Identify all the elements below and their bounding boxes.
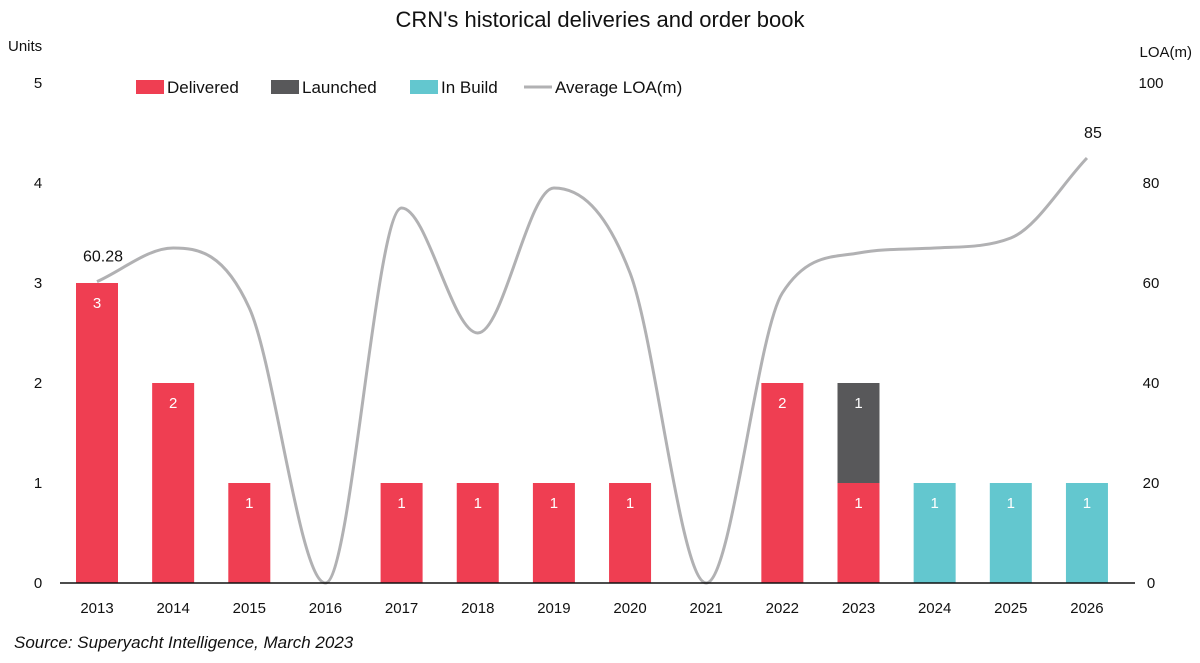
bars bbox=[76, 283, 1108, 583]
legend-swatch-in-build bbox=[410, 80, 438, 94]
x-tick-label: 2021 bbox=[690, 600, 723, 617]
bar-labels: 3 2 1 1 1 1 1 2 1 1 1 1 1 bbox=[93, 295, 1091, 512]
y-axis-title-left: Units bbox=[8, 38, 42, 55]
bar-value-label: 2 bbox=[778, 395, 786, 412]
bar-value-label: 1 bbox=[550, 495, 558, 512]
x-tick-label: 2013 bbox=[80, 600, 113, 617]
y-tick-right: 20 bbox=[1143, 475, 1160, 492]
y-tick-left: 1 bbox=[34, 475, 42, 492]
y-axis-title-right: LOA(m) bbox=[1140, 44, 1193, 61]
line-value-label: 85 bbox=[1084, 125, 1102, 142]
x-tick-label: 2020 bbox=[613, 600, 646, 617]
bar-value-label: 1 bbox=[930, 495, 938, 512]
bar-delivered bbox=[532, 483, 575, 583]
legend-label: Delivered bbox=[167, 78, 239, 97]
bar-delivered bbox=[228, 483, 271, 583]
legend-swatch-delivered bbox=[136, 80, 164, 94]
x-tick-label: 2026 bbox=[1070, 600, 1103, 617]
line-value-label: 60.28 bbox=[83, 249, 123, 266]
bar-value-label: 1 bbox=[854, 495, 862, 512]
x-tick-label: 2015 bbox=[233, 600, 266, 617]
bar-delivered bbox=[152, 383, 195, 583]
bar-value-label: 1 bbox=[626, 495, 634, 512]
y-axis-right: 0 20 40 60 80 100 bbox=[1138, 75, 1163, 592]
legend-label: Launched bbox=[302, 78, 377, 97]
bar-delivered bbox=[456, 483, 499, 583]
y-tick-left: 4 bbox=[34, 175, 42, 192]
bar-delivered bbox=[761, 383, 804, 583]
y-tick-left: 2 bbox=[34, 375, 42, 392]
y-tick-left: 0 bbox=[34, 575, 42, 592]
bar-in-build bbox=[989, 483, 1032, 583]
y-tick-left: 5 bbox=[34, 75, 42, 92]
bar-delivered bbox=[837, 483, 880, 583]
average-loa-line bbox=[96, 156, 1089, 585]
legend: Delivered Launched In Build Average LOA(m) bbox=[136, 78, 682, 97]
y-axis-left: 0 1 2 3 4 5 bbox=[34, 75, 42, 592]
bar-in-build bbox=[913, 483, 956, 583]
source-note: Source: Superyacht Intelligence, March 2… bbox=[14, 633, 354, 652]
y-tick-right: 80 bbox=[1143, 175, 1160, 192]
x-tick-label: 2018 bbox=[461, 600, 494, 617]
y-tick-right: 0 bbox=[1147, 575, 1155, 592]
x-tick-label: 2017 bbox=[385, 600, 418, 617]
line-labels: 60.28 85 bbox=[83, 125, 1102, 266]
y-tick-right: 100 bbox=[1138, 75, 1163, 92]
bar-value-label: 2 bbox=[169, 395, 177, 412]
x-tick-label: 2023 bbox=[842, 600, 875, 617]
x-tick-label: 2019 bbox=[537, 600, 570, 617]
bar-value-label: 1 bbox=[1083, 495, 1091, 512]
x-tick-label: 2024 bbox=[918, 600, 951, 617]
bar-value-label: 1 bbox=[245, 495, 253, 512]
y-tick-right: 40 bbox=[1143, 375, 1160, 392]
bar-delivered bbox=[76, 283, 118, 583]
legend-label: Average LOA(m) bbox=[555, 78, 682, 97]
x-tick-label: 2016 bbox=[309, 600, 342, 617]
x-tick-label: 2014 bbox=[156, 600, 189, 617]
x-tick-label: 2022 bbox=[766, 600, 799, 617]
legend-swatch-launched bbox=[271, 80, 299, 94]
bar-in-build bbox=[1065, 483, 1108, 583]
legend-label: In Build bbox=[441, 78, 498, 97]
bar-value-label: 1 bbox=[854, 395, 862, 412]
bar-launched bbox=[837, 383, 880, 483]
x-tick-label: 2025 bbox=[994, 600, 1027, 617]
y-tick-left: 3 bbox=[34, 275, 42, 292]
bar-delivered bbox=[609, 483, 652, 583]
bar-value-label: 3 bbox=[93, 295, 101, 312]
bar-value-label: 1 bbox=[474, 495, 482, 512]
bar-value-label: 1 bbox=[1007, 495, 1015, 512]
y-tick-right: 60 bbox=[1143, 275, 1160, 292]
x-axis: 2013 2014 2015 2016 2017 2018 2019 2020 2021 2022… bbox=[80, 600, 1103, 617]
bar-value-label: 1 bbox=[397, 495, 405, 512]
bar-delivered bbox=[380, 483, 423, 583]
chart-title: CRN's historical deliveries and order bo… bbox=[396, 7, 806, 32]
